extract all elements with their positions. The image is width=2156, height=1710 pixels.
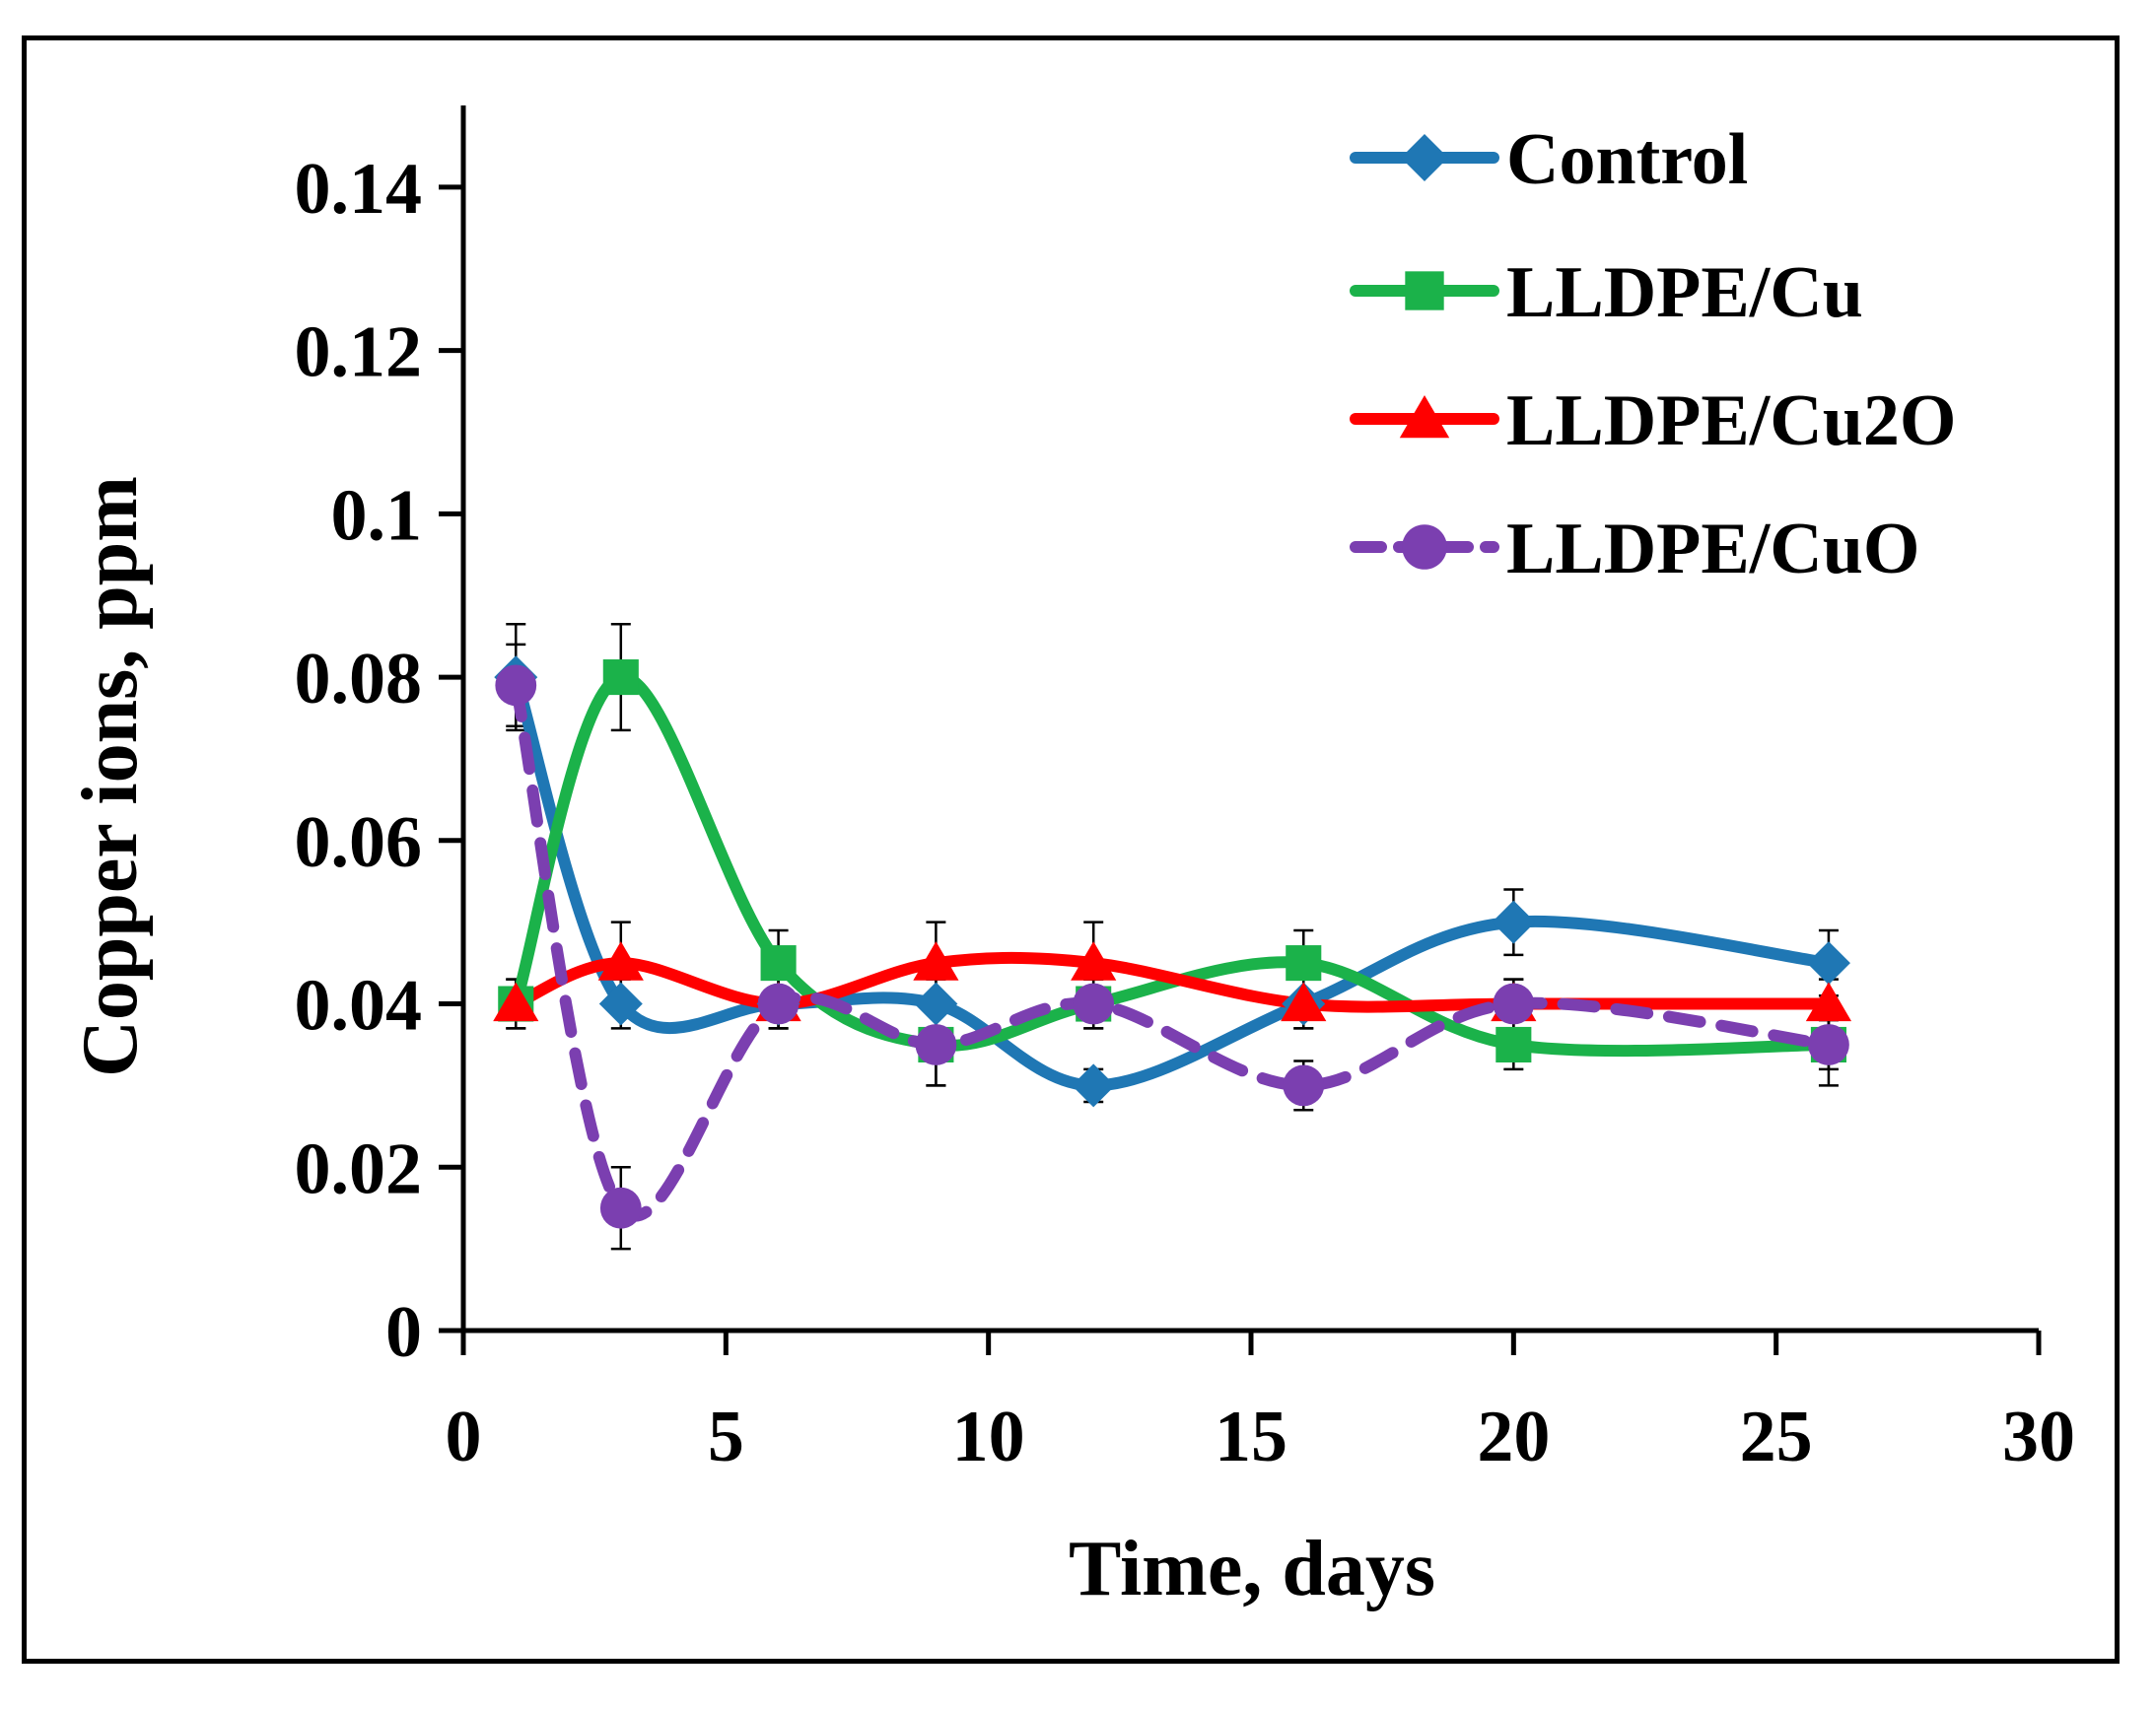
legend-label-lldpe-cu2o: LLDPE/Cu2O bbox=[1506, 380, 1956, 461]
axes bbox=[439, 105, 2039, 1334]
marker-lldpe-cuo bbox=[915, 1024, 957, 1065]
x-tick-label: 25 bbox=[1740, 1397, 1813, 1477]
legend-marker-lldpe-cu bbox=[1405, 271, 1444, 310]
y-tick-label: 0.02 bbox=[295, 1129, 423, 1209]
marker-lldpe-cu bbox=[1495, 1026, 1532, 1063]
x-ticks: 0 5 10 15 20 25 30 bbox=[446, 1331, 2075, 1477]
series-markers bbox=[493, 655, 1852, 1229]
y-tick-label: 0.1 bbox=[331, 475, 423, 556]
x-tick-label: 5 bbox=[708, 1397, 744, 1477]
marker-lldpe-cuo bbox=[1493, 983, 1535, 1025]
series-line-lldpe-cuo bbox=[510, 679, 1835, 1222]
y-tick-label: 0.06 bbox=[295, 802, 423, 883]
marker-control bbox=[1072, 1063, 1116, 1108]
series-line-lldpe-cu2o bbox=[510, 951, 1835, 1013]
y-tick-label: 0.12 bbox=[295, 312, 423, 393]
y-tick-label: 0.14 bbox=[295, 149, 423, 230]
y-tick-label: 0.08 bbox=[295, 639, 423, 719]
y-axis-title: Copper ions, ppm bbox=[67, 476, 154, 1077]
marker-lldpe-cuo bbox=[1283, 1064, 1325, 1107]
marker-lldpe-cuo bbox=[1073, 983, 1115, 1025]
marker-control bbox=[1492, 900, 1536, 944]
error-bars bbox=[506, 622, 1839, 1251]
figure-frame bbox=[22, 35, 2120, 1664]
x-tick-label: 10 bbox=[952, 1397, 1025, 1477]
marker-lldpe-cuo bbox=[599, 1187, 642, 1229]
marker-lldpe-cu2o bbox=[1281, 982, 1327, 1022]
marker-lldpe-cu bbox=[602, 659, 639, 696]
y-tick-label: 0 bbox=[385, 1292, 422, 1373]
x-tick-label: 30 bbox=[2002, 1397, 2075, 1477]
marker-lldpe-cuo bbox=[757, 983, 800, 1025]
marker-lldpe-cuo bbox=[1808, 1024, 1849, 1065]
marker-lldpe-cu2o bbox=[1071, 941, 1117, 981]
marker-lldpe-cu bbox=[760, 945, 797, 982]
legend-label-lldpe-cu: LLDPE/Cu bbox=[1506, 252, 1863, 333]
x-tick-label: 15 bbox=[1215, 1397, 1287, 1477]
marker-lldpe-cu2o bbox=[913, 941, 959, 981]
legend: Control LLDPE/Cu LLDPE/Cu2O LLDPE/CuO bbox=[1350, 119, 1956, 589]
marker-control bbox=[598, 982, 643, 1026]
legend-label-control: Control bbox=[1506, 119, 1748, 200]
marker-lldpe-cuo bbox=[495, 664, 537, 707]
marker-lldpe-cu2o bbox=[493, 982, 539, 1022]
series-lines bbox=[510, 671, 1835, 1222]
x-axis-title: Time, days bbox=[1069, 1526, 1435, 1612]
series-line-control bbox=[510, 671, 1835, 1092]
y-tick-label: 0.04 bbox=[295, 966, 423, 1047]
marker-control bbox=[1806, 941, 1850, 986]
legend-marker-lldpe-cu2o bbox=[1399, 395, 1450, 439]
legend-label-lldpe-cuo: LLDPE/CuO bbox=[1506, 509, 1919, 589]
y-ticks: 0 0.02 0.04 0.06 0.08 0.1 0.12 0.14 bbox=[295, 149, 463, 1373]
marker-lldpe-cu2o bbox=[597, 941, 644, 981]
marker-control bbox=[914, 982, 958, 1026]
x-tick-label: 20 bbox=[1477, 1397, 1550, 1477]
marker-lldpe-cu2o bbox=[1805, 982, 1852, 1022]
x-tick-label: 0 bbox=[446, 1397, 482, 1477]
legend-marker-lldpe-cuo bbox=[1402, 524, 1447, 570]
marker-lldpe-cu bbox=[1286, 945, 1322, 982]
legend-marker-control bbox=[1401, 134, 1448, 181]
